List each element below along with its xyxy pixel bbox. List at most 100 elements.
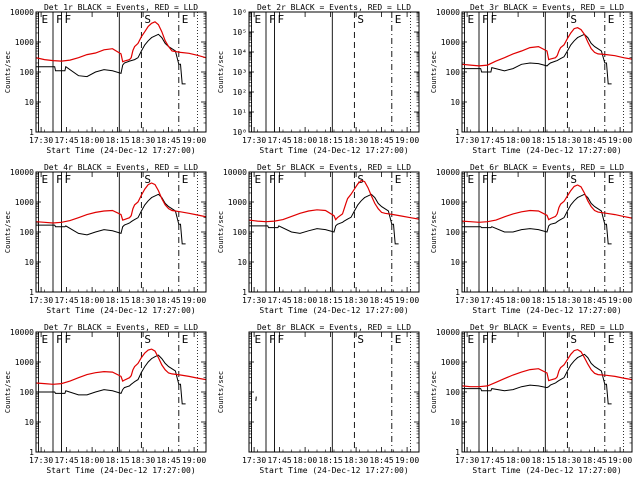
x-tick-label: 19:00 xyxy=(608,136,632,145)
marker-label: F xyxy=(491,13,498,26)
marker-label: E xyxy=(255,333,262,346)
y-tick-label: 10⁵ xyxy=(233,28,247,37)
marker-label: S xyxy=(357,13,364,26)
marker-label: F xyxy=(491,333,498,346)
series-events-line xyxy=(36,354,186,405)
x-tick-label: 18:00 xyxy=(80,296,104,305)
x-axis-label: Start Time (24-Dec-12 17:27:00) xyxy=(259,146,408,155)
marker-label: F xyxy=(482,333,489,346)
y-tick-label: 10000 xyxy=(436,168,460,177)
y-tick-label: 1000 xyxy=(228,198,247,207)
x-tick-label: 18:30 xyxy=(557,296,581,305)
x-tick-label: 17:30 xyxy=(29,456,53,465)
marker-label: E xyxy=(395,333,402,346)
panel-title: Det 2r BLACK = Events, RED = LLD xyxy=(257,3,411,12)
marker-label: E xyxy=(42,173,49,186)
panel-title: Det 7r BLACK = Events, RED = LLD xyxy=(44,323,198,332)
x-tick-label: 17:45 xyxy=(268,136,292,145)
marker-label: F xyxy=(269,333,276,346)
x-tick-label: 18:00 xyxy=(506,136,530,145)
y-tick-label: 1 xyxy=(455,128,460,137)
x-axis-label: Start Time (24-Dec-12 17:27:00) xyxy=(259,306,408,315)
plot-frame xyxy=(461,11,633,133)
series-events-line xyxy=(249,193,399,245)
y-tick-label: 10¹ xyxy=(233,108,247,117)
y-tick-label: 1 xyxy=(29,288,34,297)
marker-label: F xyxy=(65,173,72,186)
y-tick-label: 10000 xyxy=(436,8,460,17)
marker-label: S xyxy=(357,333,364,346)
x-tick-label: 19:00 xyxy=(182,296,206,305)
y-tick-label: 10² xyxy=(233,88,247,97)
panel-title: Det 6r BLACK = Events, RED = LLD xyxy=(470,163,624,172)
x-tick-label: 18:15 xyxy=(532,296,556,305)
y-tick-label: 1 xyxy=(455,448,460,457)
x-tick-label: 19:00 xyxy=(608,456,632,465)
x-tick-label: 18:00 xyxy=(293,296,317,305)
y-tick-label: 1000 xyxy=(441,38,460,47)
x-tick-label: 19:00 xyxy=(395,456,419,465)
y-tick-label: 10000 xyxy=(10,168,34,177)
y-tick-label: 10000 xyxy=(436,328,460,337)
plot-frame xyxy=(461,331,633,453)
panel-title: Det 9r BLACK = Events, RED = LLD xyxy=(470,323,624,332)
y-axis-label: Counts/sec xyxy=(430,51,438,93)
x-tick-label: 18:45 xyxy=(370,296,394,305)
y-tick-label: 10 xyxy=(450,98,460,107)
marker-label: E xyxy=(182,13,189,26)
x-tick-label: 18:30 xyxy=(557,136,581,145)
x-axis-label: Start Time (24-Dec-12 17:27:00) xyxy=(472,146,621,155)
marker-label: F xyxy=(491,173,498,186)
x-tick-label: 18:00 xyxy=(80,456,104,465)
y-tick-label: 10 xyxy=(24,258,34,267)
y-tick-label: 100 xyxy=(233,228,248,237)
y-tick-label: 1000 xyxy=(15,38,34,47)
x-tick-label: 18:30 xyxy=(557,456,581,465)
y-axis-label: Counts/sec xyxy=(217,371,225,413)
x-tick-label: 17:45 xyxy=(268,456,292,465)
y-tick-label: 1000 xyxy=(441,198,460,207)
marker-label: F xyxy=(278,333,285,346)
panel-title: Det 3r BLACK = Events, RED = LLD xyxy=(470,3,624,12)
marker-label: F xyxy=(65,13,72,26)
marker-label: E xyxy=(395,13,402,26)
marker-label: E xyxy=(468,333,475,346)
y-tick-label: 1000 xyxy=(15,358,34,367)
y-tick-label: 1000 xyxy=(15,198,34,207)
x-axis-label: Start Time (24-Dec-12 17:27:00) xyxy=(46,306,195,315)
series-lld-line xyxy=(36,182,206,224)
x-tick-label: 17:30 xyxy=(242,136,266,145)
marker-label: S xyxy=(570,173,577,186)
panel-9: Det 9r BLACK = Events, RED = LLD Counts/s… xyxy=(430,323,633,475)
marker-label: E xyxy=(468,173,475,186)
marker-label: F xyxy=(278,173,285,186)
series-events-line xyxy=(36,193,186,245)
x-tick-label: 18:00 xyxy=(293,136,317,145)
x-axis-label: Start Time (24-Dec-12 17:27:00) xyxy=(472,306,621,315)
x-tick-label: 19:00 xyxy=(182,456,206,465)
x-tick-label: 17:45 xyxy=(55,136,79,145)
y-axis-label: Counts/sec xyxy=(4,371,12,413)
marker-label: F xyxy=(269,13,276,26)
series-events-line xyxy=(462,353,612,405)
y-axis-label: Counts/sec xyxy=(430,211,438,253)
series-lld-line xyxy=(249,179,419,223)
plot-frame xyxy=(248,171,420,293)
marker-label: F xyxy=(482,13,489,26)
y-tick-label: 10 xyxy=(450,258,460,267)
marker-label: F xyxy=(56,173,63,186)
y-axis-label: Counts/sec xyxy=(430,371,438,413)
panel-7: Det 7r BLACK = Events, RED = LLD Counts/s… xyxy=(4,323,207,475)
series-events-line xyxy=(36,33,186,85)
x-axis-label: Start Time (24-Dec-12 17:27:00) xyxy=(259,466,408,475)
marker-label: E xyxy=(42,333,49,346)
x-tick-label: 17:30 xyxy=(242,296,266,305)
x-tick-label: 18:45 xyxy=(370,456,394,465)
x-tick-label: 17:45 xyxy=(481,136,505,145)
marker-label: F xyxy=(65,333,72,346)
x-tick-label: 18:15 xyxy=(319,456,343,465)
y-tick-label: 100 xyxy=(446,68,461,77)
x-tick-label: 18:45 xyxy=(583,456,607,465)
y-axis-label: Counts/sec xyxy=(217,51,225,93)
